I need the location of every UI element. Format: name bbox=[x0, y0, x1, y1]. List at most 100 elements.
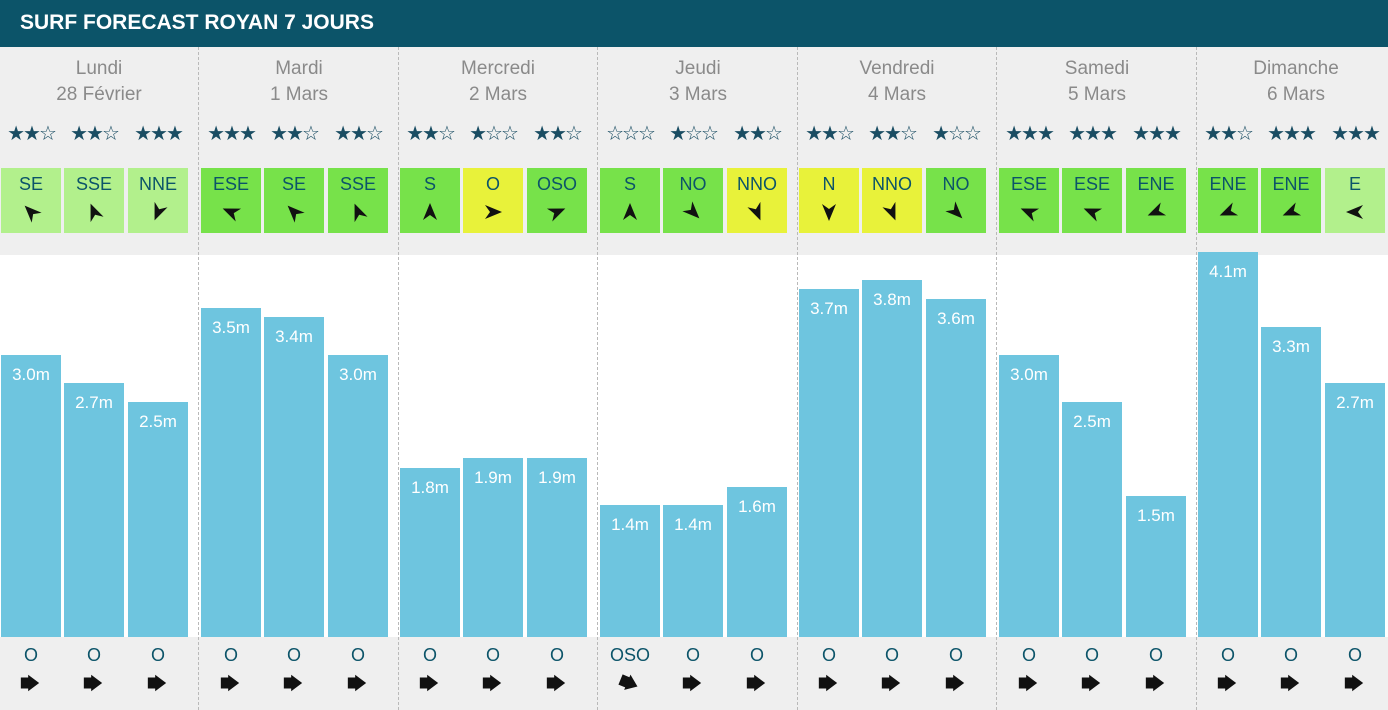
wave-height-label: 2.7m bbox=[1336, 393, 1374, 412]
day-name: Dimanche bbox=[1253, 58, 1339, 79]
swell-direction-label: O bbox=[1084, 645, 1099, 665]
day-date: 6 Mars bbox=[1266, 84, 1326, 105]
swell-direction-label: O bbox=[749, 645, 764, 665]
wind-direction-label: ESE bbox=[1073, 174, 1111, 194]
swell-direction-label: O bbox=[23, 645, 38, 665]
day-column: Vendredi 4 Mars bbox=[798, 47, 997, 710]
swell-arrow-icon bbox=[482, 674, 502, 692]
wind-direction-label: SE bbox=[281, 174, 306, 194]
swell-arrow-icon bbox=[419, 674, 439, 692]
wind-arrow-icon bbox=[90, 203, 104, 223]
header-bar: SURF FORECAST ROYAN 7 JOURS bbox=[0, 0, 1388, 47]
page-title: SURF FORECAST ROYAN 7 JOURS bbox=[20, 11, 374, 34]
rating-stars: ★★★ bbox=[1267, 121, 1317, 145]
rating-stars: ★★☆ bbox=[70, 121, 120, 145]
rating-stars: ★☆☆ bbox=[669, 121, 719, 145]
wave-height-bar: 1.9m bbox=[463, 458, 523, 637]
wave-height-bar: 2.7m bbox=[1325, 383, 1385, 637]
wind-direction-label: N bbox=[822, 174, 836, 194]
wave-height-bar: 3.7m bbox=[799, 289, 859, 637]
day-name: Vendredi bbox=[859, 58, 935, 79]
wind-arrow-icon bbox=[423, 203, 437, 220]
wind-direction-label: NNE bbox=[138, 174, 177, 194]
wave-height-bar: 3.0m bbox=[1, 355, 61, 637]
wind-arrow-icon bbox=[747, 201, 761, 221]
day-date: 1 Mars bbox=[269, 84, 329, 105]
wind-cell: NNO bbox=[727, 168, 787, 233]
wave-height-bar: 3.0m bbox=[328, 355, 388, 637]
wind-direction-label: S bbox=[623, 174, 636, 194]
wave-height-label: 1.6m bbox=[738, 497, 776, 516]
wind-direction-label: ESE bbox=[212, 174, 250, 194]
swell-direction-label: O bbox=[1347, 645, 1362, 665]
day-column: Mardi 1 Mars bbox=[200, 47, 399, 710]
swell-direction-label: O bbox=[223, 645, 238, 665]
wave-height-label: 3.0m bbox=[339, 365, 377, 384]
rating-stars: ★★☆ bbox=[868, 121, 918, 145]
swell-arrow-icon bbox=[220, 674, 240, 692]
wave-height-label: 1.8m bbox=[411, 478, 449, 497]
wave-height-label: 3.8m bbox=[873, 290, 911, 309]
wave-height-label: 3.7m bbox=[810, 299, 848, 318]
wind-cell: ESE bbox=[201, 168, 261, 233]
wind-direction-label: SSE bbox=[75, 174, 113, 194]
wind-cell: N bbox=[799, 168, 859, 233]
wind-arrow-icon bbox=[222, 208, 242, 222]
rating-stars: ★★★ bbox=[1132, 121, 1182, 145]
rating-stars: ★★☆ bbox=[334, 121, 384, 145]
wave-height-label: 1.9m bbox=[538, 468, 576, 487]
swell-direction-label: O bbox=[286, 645, 301, 665]
wave-height-bar: 2.7m bbox=[64, 383, 124, 637]
swell-direction-label: O bbox=[1148, 645, 1163, 665]
day-column: Jeudi 3 Mars bbox=[599, 47, 798, 710]
wind-cell: ENE bbox=[1261, 168, 1321, 233]
wind-arrow-icon bbox=[822, 204, 836, 221]
wave-height-bar: 2.5m bbox=[128, 402, 188, 637]
wind-direction-label: NNO bbox=[737, 174, 777, 194]
day-separator bbox=[797, 47, 798, 710]
wave-height-label: 2.5m bbox=[1073, 412, 1111, 431]
wind-cell: ENE bbox=[1198, 168, 1258, 233]
wind-direction-label: SE bbox=[18, 174, 43, 194]
wind-arrow-icon bbox=[1346, 205, 1363, 219]
swell-arrow-icon bbox=[945, 674, 965, 692]
day-date: 4 Mars bbox=[867, 84, 927, 105]
swell-arrow-icon bbox=[1217, 674, 1237, 692]
swell-direction-label: O bbox=[150, 645, 165, 665]
swell-arrow-icon bbox=[347, 674, 367, 692]
wind-arrow-icon bbox=[546, 208, 566, 222]
wind-arrow-icon bbox=[623, 203, 637, 220]
wind-cell: SSE bbox=[64, 168, 124, 233]
day-separator bbox=[198, 47, 199, 710]
wave-height-bar: 3.5m bbox=[201, 308, 261, 637]
wave-height-label: 2.5m bbox=[139, 412, 177, 431]
wind-arrow-icon bbox=[945, 201, 963, 219]
day-name: Mardi bbox=[275, 58, 323, 79]
swell-direction-label: O bbox=[948, 645, 963, 665]
wind-cell: S bbox=[400, 168, 460, 233]
wave-height-label: 1.4m bbox=[674, 515, 712, 534]
swell-direction-label: O bbox=[1021, 645, 1036, 665]
rating-stars: ★★★ bbox=[1331, 121, 1381, 145]
swell-arrow-icon bbox=[818, 674, 838, 692]
day-separator bbox=[1196, 47, 1197, 710]
wind-arrow-icon bbox=[882, 201, 896, 221]
wind-direction-label: ENE bbox=[1209, 174, 1247, 194]
rating-stars: ☆☆☆ bbox=[606, 121, 656, 145]
wind-cell: NO bbox=[663, 168, 723, 233]
wave-height-bar: 1.9m bbox=[527, 458, 587, 637]
day-name: Lundi bbox=[75, 58, 123, 79]
wave-height-label: 3.5m bbox=[212, 318, 250, 337]
wave-height-bar: 3.8m bbox=[862, 280, 922, 637]
rating-stars: ★★☆ bbox=[805, 121, 855, 145]
wind-cell: SE bbox=[1, 168, 61, 233]
swell-arrow-icon bbox=[546, 674, 566, 692]
wind-cell: NNO bbox=[862, 168, 922, 233]
swell-arrow-icon bbox=[147, 674, 167, 692]
wind-direction-label: NNO bbox=[872, 174, 912, 194]
day-separator bbox=[398, 47, 399, 710]
day-name: Jeudi bbox=[675, 58, 721, 79]
wind-direction-label: ENE bbox=[1272, 174, 1310, 194]
day-date: 28 Février bbox=[56, 84, 142, 105]
wave-height-label: 3.0m bbox=[12, 365, 50, 384]
